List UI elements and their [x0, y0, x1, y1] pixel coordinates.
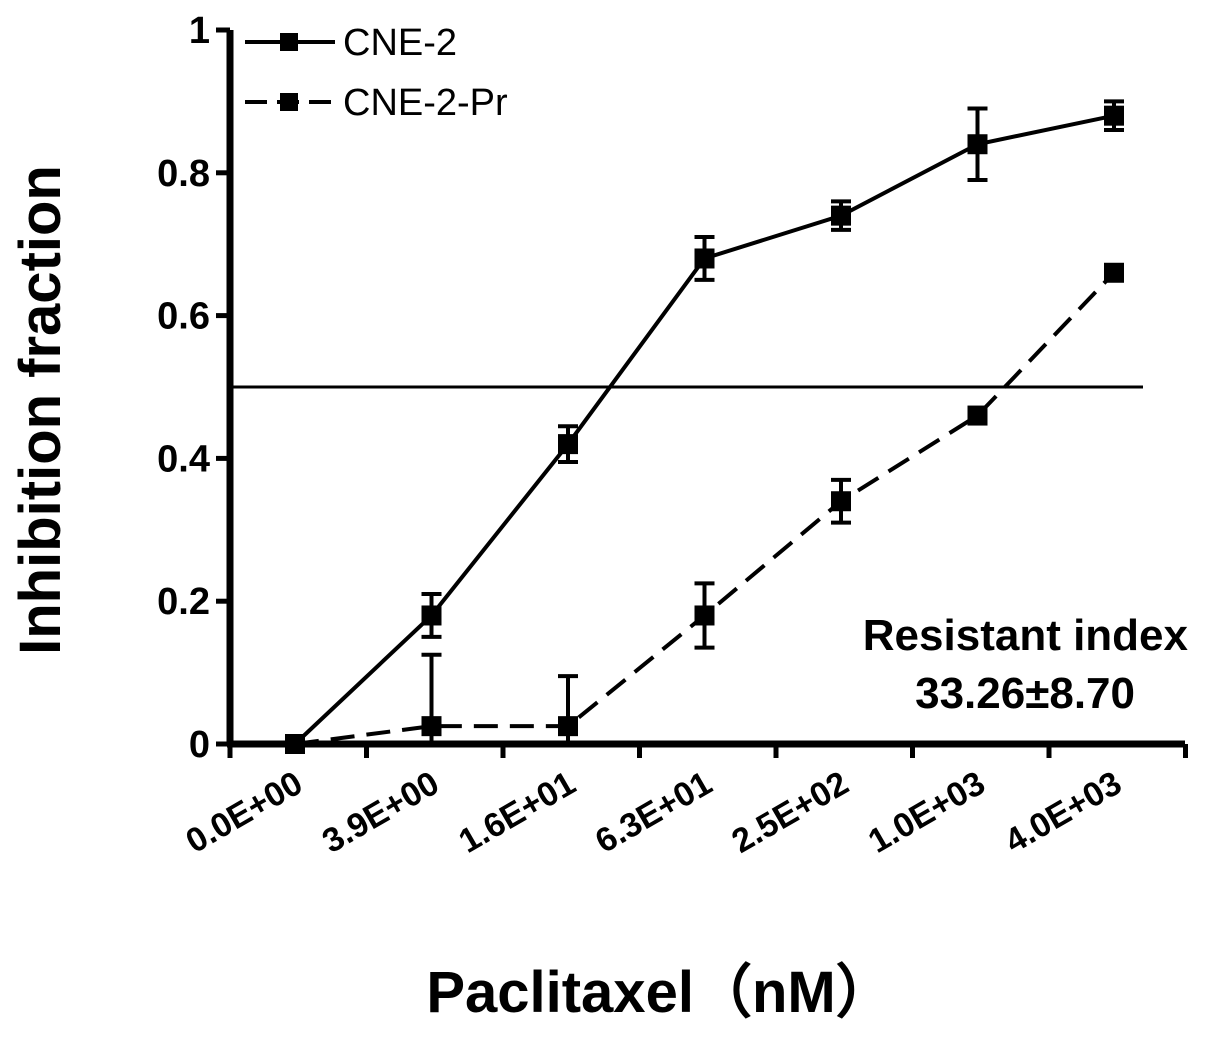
data-point-cne2pr-6	[1104, 262, 1124, 283]
legend: CNE-2 CNE-2-Pr	[245, 22, 508, 124]
data-point-cne2pr-0	[285, 734, 305, 754]
x-tick-label-6: 4.0E+03	[998, 764, 1128, 861]
data-point-cne2-3	[694, 248, 715, 269]
data-point-cne2pr-2	[558, 716, 578, 737]
legend-label-cne2pr: CNE-2-Pr	[343, 82, 508, 124]
x-tick-label-1: 3.9E+00	[316, 764, 446, 861]
y-tick-label-1: 0.2	[157, 581, 210, 623]
plot-area	[216, 27, 1188, 758]
y-tick-labels: 0 0.2 0.4 0.6 0.8 1	[157, 10, 210, 766]
y-tick-label-0: 0	[189, 724, 210, 766]
annotation-resistant-index: Resistant index	[863, 611, 1189, 660]
x-tick-label-2: 1.6E+01	[452, 764, 582, 861]
data-point-cne2-1	[421, 605, 442, 626]
data-point-cne2pr-4	[831, 491, 851, 512]
data-point-cne2-5	[967, 134, 988, 155]
y-tick-label-5: 1	[189, 10, 210, 52]
data-point-cne2-2	[558, 434, 578, 455]
data-point-cne2pr-1	[421, 716, 442, 737]
data-point-cne2-4	[831, 205, 851, 226]
x-tick-label-3: 6.3E+01	[589, 764, 719, 861]
y-axis-title: Inhibition fraction	[8, 165, 73, 655]
data-point-cne2pr-3	[694, 605, 715, 626]
y-tick-label-4: 0.8	[157, 153, 210, 195]
x-tick-labels: 0.0E+00 3.9E+00 1.6E+01 6.3E+01 2.5E+02 1.0E+…	[179, 764, 1128, 861]
x-tick-label-5: 1.0E+03	[862, 764, 992, 861]
annotation-resistant-value: 33.26±8.70	[915, 669, 1135, 718]
x-tick-label-4: 2.5E+02	[725, 764, 855, 861]
y-tick-label-3: 0.6	[157, 296, 210, 338]
y-tick-label-2: 0.4	[157, 438, 210, 480]
data-point-cne2pr-5	[967, 405, 988, 426]
legend-marker-cne2pr	[280, 93, 298, 111]
data-point-cne2-6	[1104, 105, 1124, 126]
legend-marker-cne2	[280, 33, 298, 51]
legend-label-cne2: CNE-2	[343, 22, 457, 64]
x-tick-label-0: 0.0E+00	[179, 764, 309, 861]
x-axis-title: Paclitaxel（nM）	[426, 960, 893, 1025]
